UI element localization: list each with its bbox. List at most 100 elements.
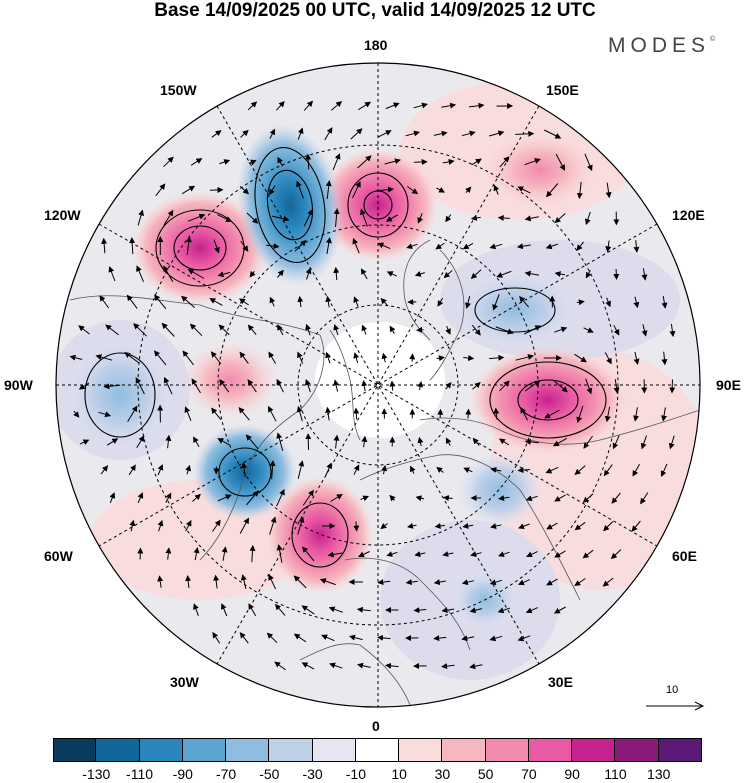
wind-vector — [269, 516, 277, 535]
wind-vector — [442, 158, 455, 165]
wind-vector — [361, 435, 368, 448]
wind-vector — [497, 214, 510, 221]
wind-vector — [498, 438, 510, 446]
wind-vector — [525, 495, 538, 502]
colorbar-tick-label: 10 — [391, 766, 407, 782]
wind-vector — [414, 271, 425, 277]
wind-vector — [469, 663, 483, 670]
wind-vector — [157, 519, 164, 532]
wind-vector — [385, 102, 400, 110]
wind-vector — [445, 214, 452, 223]
wind-vector — [632, 463, 640, 477]
chart-title: Base 14/09/2025 00 UTC, valid 14/09/2025… — [154, 0, 596, 21]
wind-vector — [574, 353, 587, 363]
wind-vector — [185, 464, 191, 475]
wind-vector — [277, 324, 284, 336]
wind-vector — [219, 159, 231, 165]
wind-vector — [276, 488, 285, 507]
wind-vector — [471, 158, 482, 166]
wind-vector — [328, 606, 344, 613]
wind-vector — [155, 183, 166, 197]
wind-vector — [554, 271, 566, 277]
wind-vector — [221, 546, 228, 561]
wind-vector — [181, 295, 196, 308]
colorbar-cell — [442, 738, 486, 762]
colorbar-tick-label: -130 — [82, 766, 111, 782]
wind-vector — [332, 153, 341, 171]
colorbar-tick-label: 90 — [564, 766, 580, 782]
wind-vector — [585, 211, 591, 226]
wind-vector — [574, 465, 586, 476]
wind-vector — [605, 240, 612, 253]
wind-vector — [524, 215, 539, 222]
colorbar-cell — [96, 738, 140, 762]
wind-vector — [266, 632, 278, 644]
wind-vector — [516, 243, 531, 250]
wind-vector — [246, 212, 259, 224]
reference-vector: 10 — [640, 684, 710, 714]
wind-vector — [184, 406, 192, 421]
wind-vector — [213, 574, 220, 589]
wind-vector — [520, 406, 529, 421]
wind-vector — [472, 437, 480, 446]
wind-vector — [555, 153, 565, 171]
wind-vector — [124, 352, 140, 364]
wind-vector — [333, 324, 340, 336]
wind-vector — [574, 521, 586, 531]
wind-vector — [327, 551, 345, 558]
wind-vector — [414, 551, 426, 557]
wind-vector — [301, 605, 315, 615]
wind-vector — [325, 406, 332, 421]
wind-vector — [165, 547, 172, 560]
colorbar-tick-label: -110 — [126, 766, 154, 782]
wind-vector — [360, 495, 370, 502]
wind-vector — [133, 323, 147, 337]
wind-vector — [100, 465, 109, 475]
wind-vector — [490, 467, 502, 473]
wind-vector — [417, 381, 424, 391]
colorbar-tick-label: -10 — [345, 766, 366, 782]
wind-vector — [407, 186, 419, 195]
wind-vector — [352, 237, 360, 254]
wind-vector — [386, 271, 398, 277]
label-120e: 120E — [672, 207, 705, 223]
wind-vector — [276, 544, 283, 563]
wind-vector — [519, 296, 530, 308]
wind-vector — [185, 575, 192, 589]
wind-vector — [576, 405, 584, 424]
wind-vector — [360, 208, 368, 227]
wind-vector — [303, 209, 313, 227]
wind-vector — [358, 101, 372, 111]
wind-vector — [189, 323, 203, 337]
wind-vector — [79, 439, 90, 445]
wind-vector — [441, 663, 455, 670]
wind-vector — [269, 128, 276, 139]
wind-vector — [266, 243, 280, 250]
wind-vector — [163, 209, 174, 226]
wind-vector — [212, 631, 221, 644]
wind-vector — [380, 297, 388, 306]
wind-vector — [211, 130, 222, 138]
wind-vector — [247, 324, 257, 336]
colorbar-tick-label: -30 — [302, 766, 323, 782]
wind-vector — [305, 323, 311, 336]
wind-vector — [389, 325, 396, 334]
wind-vector — [95, 354, 113, 361]
wind-vector — [248, 603, 257, 617]
wind-vector — [385, 662, 399, 669]
wind-vector — [73, 410, 80, 418]
wind-vector — [433, 579, 446, 586]
wind-vector — [297, 127, 304, 140]
wind-vector — [239, 351, 249, 364]
wind-vector — [442, 495, 453, 502]
wind-vector — [163, 376, 173, 395]
wind-vector — [631, 520, 641, 532]
wind-vector — [246, 490, 259, 506]
wind-vector — [499, 156, 510, 168]
wind-vector — [108, 266, 116, 282]
wind-vector — [163, 265, 174, 283]
wind-vector — [554, 494, 566, 502]
wind-vector — [276, 378, 284, 393]
colorbar-cell — [53, 738, 97, 762]
wind-vector — [185, 520, 192, 532]
